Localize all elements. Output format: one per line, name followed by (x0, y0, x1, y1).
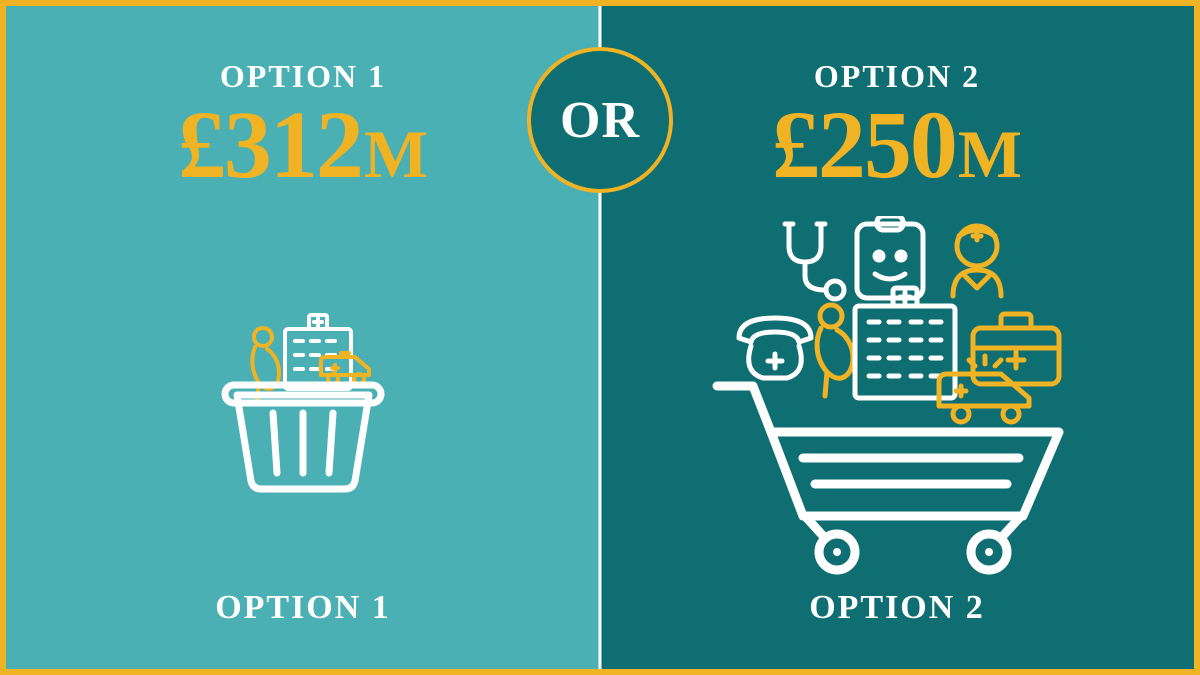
basket-body (225, 385, 381, 489)
option-1-label-bottom: OPTION 1 (215, 589, 391, 627)
option-1-amount-value: £312 (178, 91, 362, 198)
pregnant-person-icon (817, 305, 853, 396)
infographic-frame: OPTION 1 £312M (0, 0, 1200, 675)
trolley-icon (687, 216, 1107, 576)
pregnant-person-icon (252, 328, 279, 401)
option-1-amount: £312M (178, 97, 428, 193)
basket-icon (203, 291, 403, 501)
trolley-body (717, 386, 1059, 570)
option-2-panel: OPTION 2 £250M (600, 6, 1194, 669)
option-2-amount-value: £250 (772, 91, 956, 198)
option-2-amount-suffix: M (958, 116, 1022, 192)
or-badge: OR (527, 47, 673, 193)
stethoscope-icon (785, 224, 844, 299)
option-1-panel: OPTION 1 £312M (6, 6, 600, 669)
option-2-label-bottom: OPTION 2 (809, 589, 985, 627)
option-2-label-top: OPTION 2 (814, 58, 980, 95)
option-2-amount: £250M (772, 97, 1022, 193)
option-1-label-top: OPTION 1 (220, 58, 386, 95)
option-2-illustration (600, 193, 1194, 589)
nurse-icon (953, 226, 1001, 296)
or-label: OR (560, 91, 640, 150)
option-1-illustration (6, 193, 600, 589)
phone-plus-icon (739, 318, 811, 378)
option-1-amount-suffix: M (364, 116, 428, 192)
